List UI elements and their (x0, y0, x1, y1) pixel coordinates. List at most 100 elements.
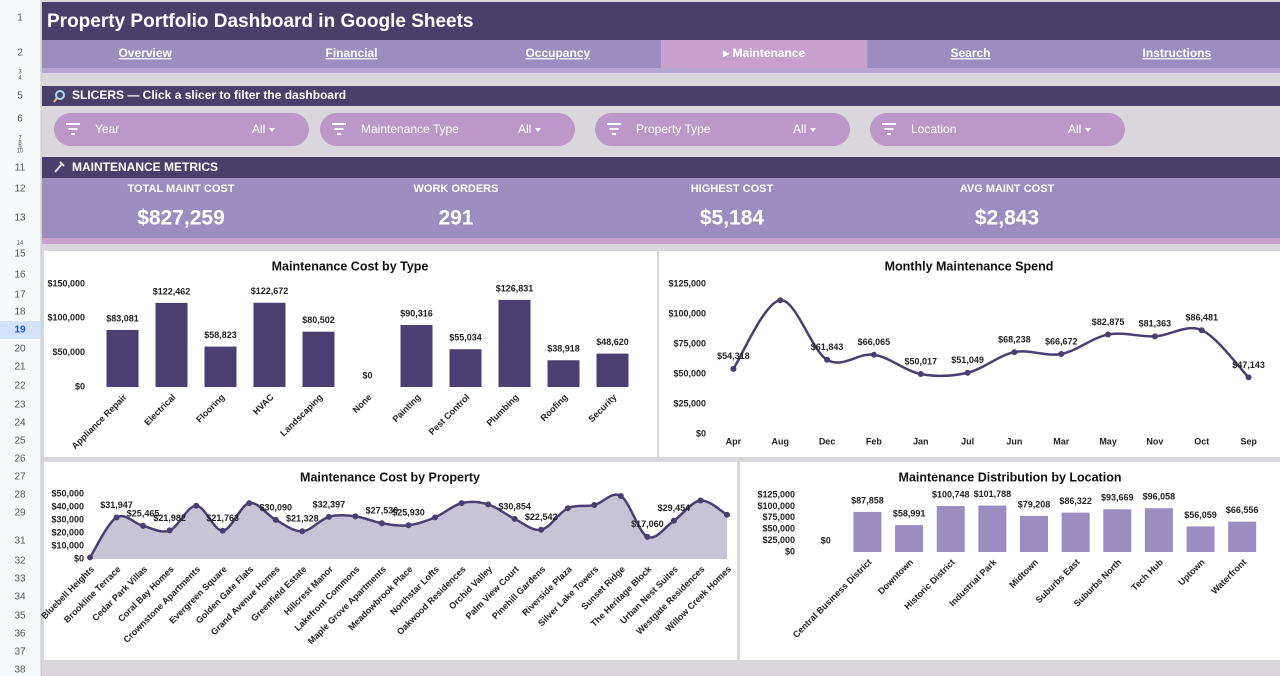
tab-label[interactable]: Overview (118, 46, 172, 60)
data-label: $30,090 (260, 502, 293, 512)
point (113, 514, 120, 521)
data-label: $31,947 (100, 500, 133, 510)
chart-title: Maintenance Cost by Type (272, 259, 429, 273)
tab-label[interactable]: Occupancy (525, 46, 590, 60)
chart-panel (44, 251, 657, 457)
point (730, 365, 737, 372)
data-label: $101,788 (974, 489, 1012, 499)
y-tick-label: $125,000 (757, 489, 795, 499)
point (591, 502, 598, 509)
row-number: 5 (17, 91, 23, 102)
slicer-label: Property Type (636, 122, 711, 136)
slicer[interactable] (870, 113, 1125, 146)
x-tick-label: Oct (1194, 436, 1209, 446)
point (405, 522, 412, 529)
selected-row-header (0, 321, 41, 339)
tab-label[interactable]: Financial (325, 46, 377, 60)
bar (302, 331, 335, 387)
bar (400, 324, 433, 387)
data-label: $30,854 (498, 501, 531, 511)
slicer[interactable] (320, 113, 575, 146)
search-icon-handle (53, 97, 58, 103)
point (87, 554, 93, 561)
data-label: $55,034 (449, 333, 482, 343)
slicer-value: All (793, 122, 806, 136)
data-label: $90,316 (400, 308, 433, 318)
y-tick-label: $50,000 (673, 368, 706, 378)
filter-icon (607, 123, 621, 135)
x-tick-label: Mar (1053, 436, 1070, 446)
data-label: $0 (821, 535, 831, 545)
y-tick-label: $30,000 (51, 514, 84, 524)
bar (547, 360, 580, 387)
dropdown-caret (1085, 128, 1091, 132)
y-tick-label: $20,000 (51, 527, 84, 537)
data-label: $79,208 (1018, 499, 1051, 509)
chart-panel (44, 462, 737, 660)
bar (978, 505, 1007, 552)
row-number: 24 (14, 418, 26, 429)
x-tick-label: Dec (819, 436, 836, 446)
row-number: 12 (14, 184, 26, 195)
slicer-heading: SLICERS — Click a slicer to filter the d… (72, 88, 346, 102)
row-number: 7 (18, 136, 22, 142)
tab-label[interactable]: ▸ Maintenance (722, 46, 805, 60)
row-number: 13 (14, 213, 26, 224)
point (166, 527, 173, 534)
point (617, 492, 624, 499)
data-label: $58,991 (893, 508, 926, 518)
data-label: $27,530 (366, 506, 399, 516)
bar (1061, 512, 1090, 552)
data-label: $81,363 (1139, 319, 1172, 329)
data-label: $21,763 (206, 513, 239, 523)
tab-label[interactable]: Instructions (1142, 46, 1211, 60)
data-label: $87,858 (851, 495, 884, 505)
row-number: 1 (17, 13, 23, 24)
chart-title: Maintenance Cost by Property (300, 470, 480, 484)
y-tick-label: $0 (75, 381, 85, 391)
y-tick-label: $50,000 (52, 347, 85, 357)
bar (1186, 526, 1215, 552)
bar (596, 353, 629, 387)
row-number: 18 (14, 307, 26, 318)
row-number: 11 (15, 163, 26, 174)
dropdown-caret (810, 128, 816, 132)
row-number: 31 (14, 536, 26, 547)
bar (1020, 515, 1048, 552)
data-label: $56,059 (1184, 510, 1217, 520)
data-label: $66,556 (1226, 505, 1259, 515)
x-tick-label: Jan (913, 436, 929, 446)
row-number: 19 (14, 325, 26, 336)
point (1011, 349, 1018, 356)
data-label: $58,823 (204, 330, 237, 340)
x-tick-label: Jul (961, 436, 974, 446)
point (140, 522, 147, 529)
row-number: 21 (14, 362, 26, 373)
y-tick-label: $100,000 (668, 308, 706, 318)
row-number: 36 (14, 629, 26, 640)
slicer[interactable] (595, 113, 850, 146)
data-label: $25,465 (127, 508, 160, 518)
point (697, 497, 704, 504)
point (824, 356, 831, 363)
tab-strip (42, 68, 1280, 73)
chart-title: Maintenance Distribution by Location (899, 470, 1122, 484)
bar (1103, 509, 1132, 552)
slicer-value: All (252, 122, 265, 136)
y-tick-label: $50,000 (762, 524, 795, 534)
row-number: 38 (14, 665, 26, 676)
row-number: 26 (14, 454, 26, 465)
data-label: $96,058 (1143, 492, 1176, 502)
metric-value: $2,843 (975, 207, 1039, 230)
bar (204, 346, 237, 387)
chart-title: Monthly Maintenance Spend (885, 259, 1054, 273)
tab-label[interactable]: Search (950, 46, 990, 60)
y-tick-label: $10,000 (51, 540, 84, 550)
bar (1228, 521, 1257, 552)
row-number: 17 (14, 290, 26, 301)
slicer[interactable] (54, 113, 309, 146)
metric-label: AVG MAINT COST (960, 183, 1055, 195)
line (732, 298, 1250, 379)
point (458, 500, 465, 507)
data-label: $25,930 (392, 508, 425, 518)
